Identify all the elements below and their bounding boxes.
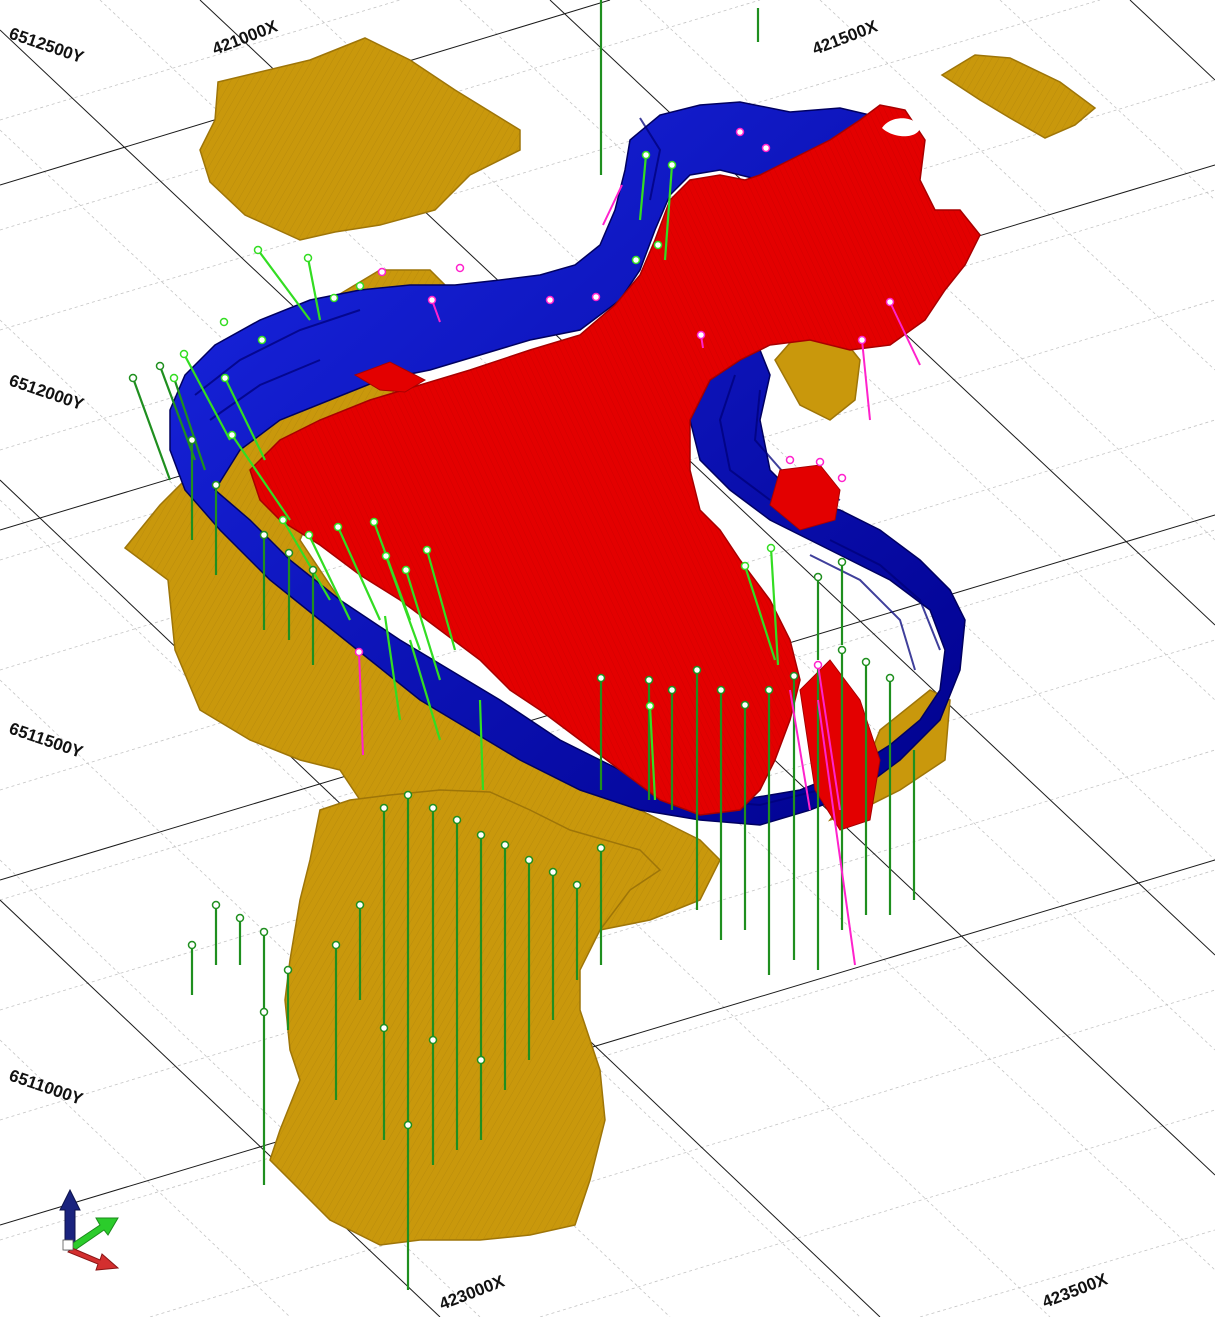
grid-label-6511000y: 6511000Y: [7, 1066, 86, 1109]
grid-label-6512500y: 6512500Y: [7, 24, 87, 67]
grid-label-421500x: 421500X: [810, 16, 881, 58]
grid-label-6512000y: 6512000Y: [7, 371, 87, 414]
block-model[interactable]: [249, 104, 981, 831]
drillholes-vertical[interactable]: [190, 440, 916, 1290]
grid-label-421000x: 421000X: [210, 16, 281, 58]
grid-label-423500x: 423500X: [1040, 1269, 1111, 1311]
grid-label-6511500y: 6511500Y: [7, 719, 86, 762]
orebody-solids[interactable]: [123, 37, 1097, 1246]
block-model-rim-hole: [882, 118, 920, 137]
drillholes-magenta[interactable]: [358, 184, 921, 966]
block-model-southeast: [799, 659, 881, 831]
drillholes-west[interactable]: [131, 365, 207, 481]
block-model-inclusion: [353, 361, 427, 393]
grid-label-423000x: 423000X: [437, 1271, 508, 1313]
xyz-axis-triad-icon: [59, 1188, 120, 1271]
background-drillholes: [599, 0, 760, 175]
drillhole-collars[interactable]: [128, 127, 895, 1130]
drillholes-angled[interactable]: [183, 154, 780, 801]
